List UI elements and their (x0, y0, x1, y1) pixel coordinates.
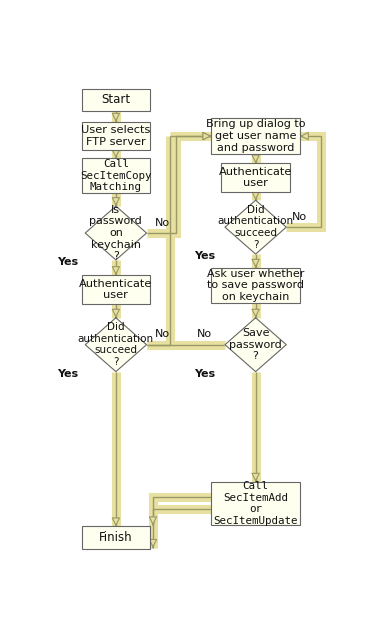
Text: Did
authentication
succeed
?: Did authentication succeed ? (78, 322, 154, 367)
Text: Yes: Yes (194, 368, 216, 378)
Text: Yes: Yes (57, 368, 79, 378)
Text: Is
password
on
keychain
?: Is password on keychain ? (89, 205, 142, 261)
Text: Finish: Finish (99, 531, 133, 544)
FancyBboxPatch shape (82, 527, 150, 549)
FancyBboxPatch shape (211, 268, 300, 303)
Text: User selects
FTP server: User selects FTP server (81, 125, 151, 147)
Polygon shape (85, 206, 146, 260)
Text: Authenticate
user: Authenticate user (219, 167, 292, 188)
Text: Save
password
?: Save password ? (229, 328, 282, 361)
Text: Call
SecItemAdd
or
SecItemUpdate: Call SecItemAdd or SecItemUpdate (213, 481, 298, 526)
Polygon shape (225, 200, 286, 254)
Text: No: No (292, 212, 307, 222)
Polygon shape (225, 318, 286, 371)
FancyBboxPatch shape (211, 118, 300, 154)
FancyBboxPatch shape (82, 122, 150, 150)
FancyBboxPatch shape (211, 482, 300, 525)
FancyBboxPatch shape (82, 88, 150, 111)
Text: Yes: Yes (194, 251, 216, 261)
Text: Bring up dialog to
get user name
and password: Bring up dialog to get user name and pas… (206, 120, 305, 153)
Text: No: No (197, 329, 212, 340)
Polygon shape (85, 318, 146, 371)
Text: No: No (155, 329, 170, 340)
Text: Start: Start (101, 93, 130, 106)
Text: No: No (155, 218, 170, 228)
FancyBboxPatch shape (82, 158, 150, 193)
Text: Yes: Yes (57, 257, 79, 267)
Text: Ask user whether
to save password
on keychain: Ask user whether to save password on key… (207, 269, 304, 302)
FancyBboxPatch shape (222, 163, 290, 192)
Text: Authenticate
user: Authenticate user (79, 279, 153, 300)
Text: Did
authentication
succeed
?: Did authentication succeed ? (217, 205, 294, 249)
FancyBboxPatch shape (82, 275, 150, 303)
Text: Call
SecItemCopy
Matching: Call SecItemCopy Matching (80, 159, 152, 192)
